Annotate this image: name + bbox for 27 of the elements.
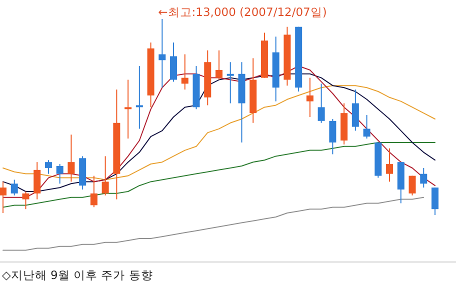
candlestick (68, 134, 75, 182)
annotation: ←최고:13,000 (2007/12/07일) (158, 5, 327, 19)
candlestick (102, 156, 109, 196)
candlestick (124, 79, 132, 140)
candlestick (363, 114, 370, 140)
candlestick (408, 175, 416, 196)
candlestick (329, 118, 336, 155)
candlestick (420, 167, 428, 188)
candlestick (306, 77, 314, 118)
candlestick (318, 83, 325, 124)
candlestick (56, 164, 64, 184)
candlestick (10, 179, 18, 196)
candlestick (432, 187, 438, 216)
candlestick (136, 66, 143, 130)
candlestick (352, 89, 359, 132)
candlestick (226, 62, 234, 104)
candlestick (216, 50, 222, 80)
candlestick (170, 42, 178, 82)
candlestick (44, 160, 52, 174)
candlestick (0, 181, 6, 214)
candlestick (181, 54, 188, 90)
candlestick (386, 148, 394, 182)
text: ◇지난해 9월 이후 주가 동향 (2, 268, 153, 282)
candlestick (90, 175, 98, 208)
candlestick (34, 162, 41, 200)
candlestick (158, 18, 166, 88)
candlestick (22, 190, 30, 210)
